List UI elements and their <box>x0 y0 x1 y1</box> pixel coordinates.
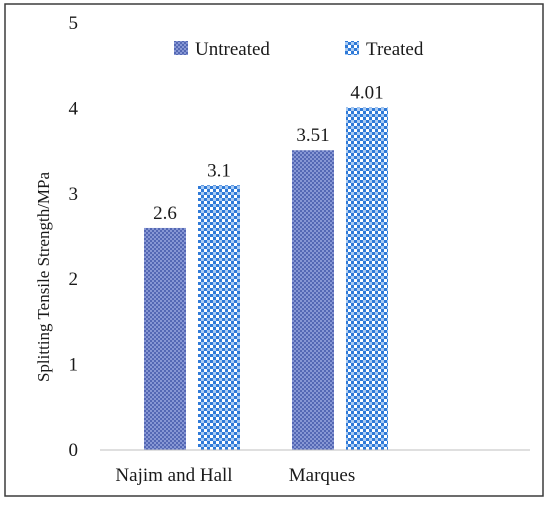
legend-label-untreated: Untreated <box>195 39 270 60</box>
bar-untreated-2 <box>292 150 334 450</box>
data-label: 2.6 <box>153 203 177 224</box>
chart-border <box>4 3 544 497</box>
data-labels-group: 2.6 3.1 3.51 4.01 <box>153 83 384 224</box>
legend-swatch-treated <box>345 41 359 55</box>
bar-untreated-1 <box>144 227 186 450</box>
x-tick-label: Najim and Hall <box>115 465 232 486</box>
y-tick-label: 5 <box>69 13 79 34</box>
x-tick-label: Marques <box>289 465 355 486</box>
legend-swatch-untreated <box>174 41 188 55</box>
x-axis-ticks: Najim and Hall Marques <box>115 465 355 486</box>
legend-label-treated: Treated <box>366 39 424 60</box>
bar-treated-2 <box>346 107 388 451</box>
y-tick-label: 0 <box>69 440 79 461</box>
data-label: 3.1 <box>207 160 231 181</box>
y-tick-label: 3 <box>69 184 79 205</box>
y-tick-label: 2 <box>69 269 79 290</box>
data-label: 3.51 <box>296 125 329 146</box>
legend: Untreated Treated <box>174 39 424 60</box>
bar-treated-1 <box>198 185 240 450</box>
bars-group <box>144 107 388 451</box>
data-label: 4.01 <box>350 83 383 104</box>
y-axis-ticks: 0 1 2 3 4 5 <box>69 13 79 461</box>
y-tick-label: 1 <box>69 355 79 376</box>
y-tick-label: 4 <box>69 98 79 119</box>
y-axis-label: Splitting Tensile Strength/MPa <box>34 172 53 383</box>
